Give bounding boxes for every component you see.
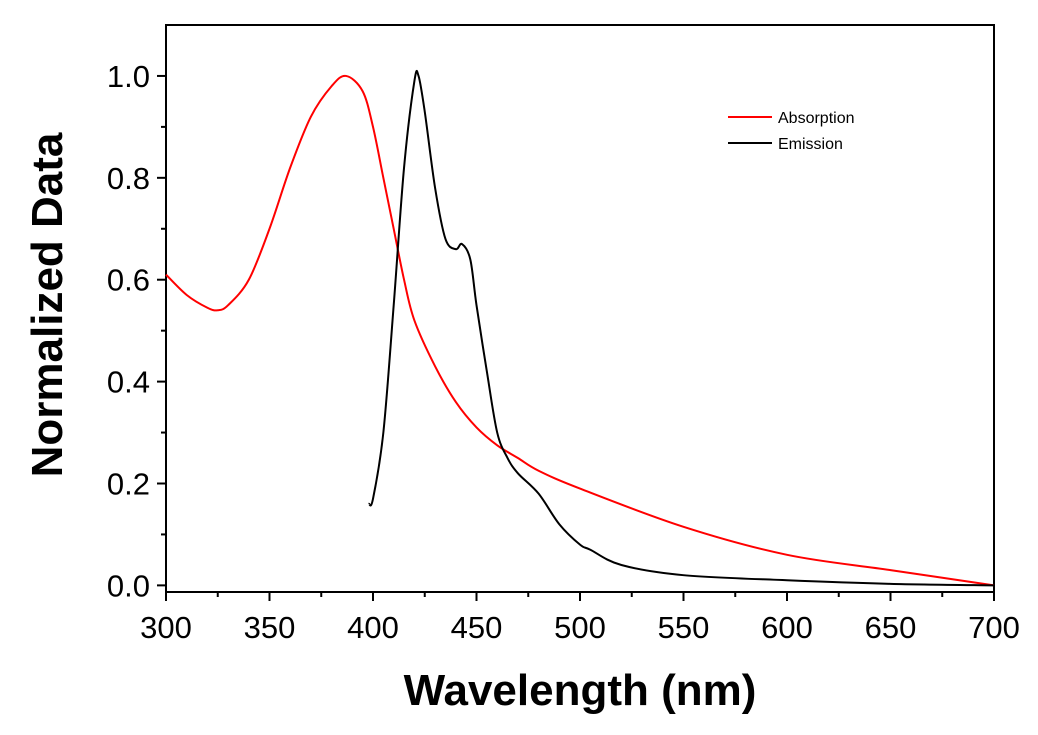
y-tick-label: 0.4 <box>107 365 150 400</box>
y-tick-label: 0.2 <box>107 466 150 501</box>
x-tick-label: 500 <box>554 610 606 645</box>
y-tick-label: 0.8 <box>107 161 150 196</box>
y-tick-label: 0.0 <box>107 568 150 603</box>
series-line-absorption <box>165 74 995 587</box>
x-tick-label: 600 <box>761 610 813 645</box>
x-tick-label: 700 <box>968 610 1020 645</box>
plot-frame <box>165 24 995 593</box>
legend-label-absorption: Absorption <box>778 110 855 127</box>
x-axis-label: Wavelength (nm) <box>404 666 757 715</box>
series-line-emission <box>367 69 995 587</box>
y-tick-label: 0.6 <box>107 263 150 298</box>
y-axis-label: Normalized Data <box>23 132 72 477</box>
x-tick-label: 300 <box>140 610 192 645</box>
legend-label-emission: Emission <box>778 136 843 153</box>
x-tick-label: 550 <box>658 610 710 645</box>
x-tick-label: 450 <box>451 610 503 645</box>
y-tick-label: 1.0 <box>107 59 150 94</box>
x-tick-label: 400 <box>347 610 399 645</box>
legend: Absorption Emission <box>728 110 855 153</box>
x-tick-label: 350 <box>244 610 296 645</box>
x-tick-label: 650 <box>865 610 917 645</box>
